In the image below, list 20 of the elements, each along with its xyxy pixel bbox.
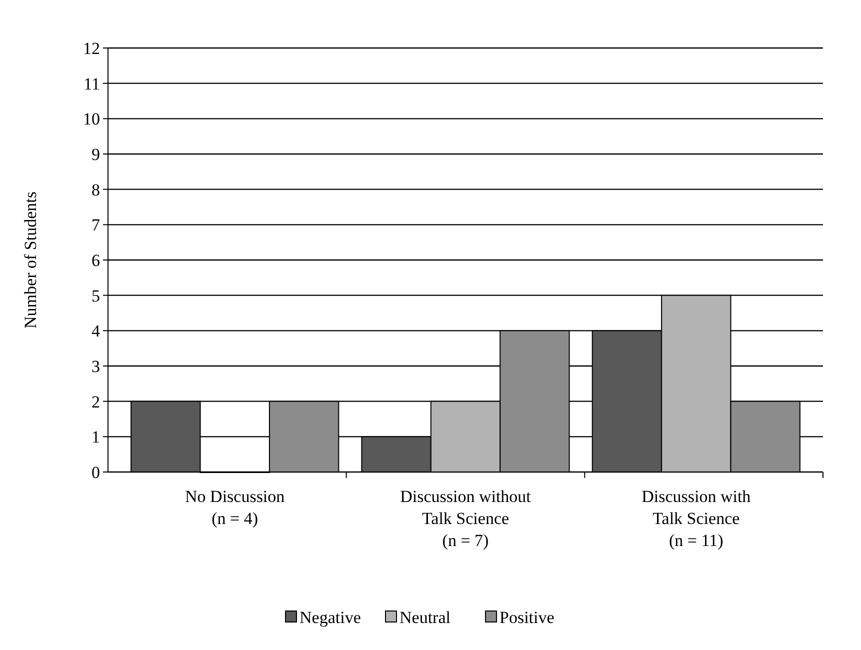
y-tick-label: 5 bbox=[92, 286, 100, 306]
y-axis-title: Number of Students bbox=[21, 192, 40, 328]
y-tick-label: 7 bbox=[92, 216, 100, 235]
y-tick-label: 1 bbox=[92, 428, 100, 447]
legend-label: Positive bbox=[500, 608, 554, 627]
legend-label: Negative bbox=[300, 608, 361, 627]
y-tick-label: 9 bbox=[92, 144, 100, 164]
y-tick-label: 4 bbox=[92, 322, 100, 341]
y-tick-label: 8 bbox=[92, 180, 100, 200]
x-tick-label: No Discussion (n = 4) bbox=[185, 487, 286, 528]
y-tick-label: 10 bbox=[83, 110, 100, 129]
x-tick-label: Discussion without Talk Science (n = 7) bbox=[400, 487, 532, 550]
y-tick-label: 11 bbox=[84, 74, 100, 94]
x-tick-label: Discussion with Talk Science (n = 11) bbox=[642, 487, 752, 550]
y-tick-label: 0 bbox=[92, 462, 100, 482]
y-tick-label: 12 bbox=[83, 38, 100, 58]
y-tick-label: 3 bbox=[92, 356, 100, 376]
y-tick-label: 2 bbox=[92, 392, 100, 412]
legend-label: Neutral bbox=[400, 608, 451, 627]
y-tick-label: 6 bbox=[92, 250, 100, 270]
